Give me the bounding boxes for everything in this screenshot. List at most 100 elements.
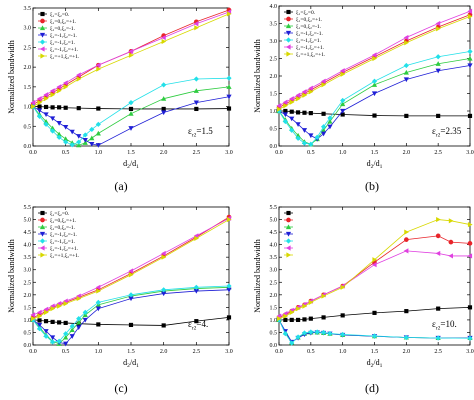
- x-tick-label: 3.0: [225, 150, 233, 156]
- y-tick-label: 3.5: [24, 255, 32, 261]
- y-tick-label: 3.0: [24, 26, 32, 32]
- marker-p1-s6-6: [321, 82, 327, 88]
- marker-p3-s5-9: [403, 248, 409, 254]
- marker-p3-s5-11: [448, 253, 453, 259]
- marker-p1-s6-8: [372, 55, 378, 62]
- marker-p1-s4-13: [467, 48, 473, 55]
- x-axis-title-mid: /d: [130, 358, 136, 367]
- marker-p3-s6-5: [308, 299, 314, 305]
- marker-p3-s6-8: [372, 257, 378, 263]
- marker-p0-s0-11: [226, 106, 232, 111]
- y-tick-label: 5.5: [270, 205, 278, 211]
- legend-label: ξ₁=+1,ξ₂=+1.: [50, 253, 80, 259]
- marker-p0-s4-2: [43, 121, 49, 127]
- marker-p1-s2-7: [320, 127, 327, 133]
- x-axis-title-main: d: [123, 358, 127, 367]
- marker-p1-s2-13: [467, 55, 473, 61]
- marker-p0-s3-6: [69, 129, 75, 135]
- y-tick-label: 5.5: [24, 205, 32, 211]
- legend-label: ξ₁=ξ₂=0.: [50, 211, 70, 217]
- marker-p2-s5-5: [63, 298, 68, 304]
- marker-p1-s2-legend: [285, 23, 292, 29]
- marker-p2-s6-2: [43, 309, 49, 315]
- marker-p1-s5-5: [308, 85, 313, 91]
- marker-p3-s4-11: [403, 334, 409, 341]
- epsilon-annotation: εr2=1.5: [188, 126, 213, 139]
- y-tick-label: 4.0: [270, 243, 278, 249]
- marker-p0-s4-8: [82, 132, 88, 138]
- marker-p2-s3-3: [50, 335, 56, 341]
- marker-p3-s6-2: [289, 309, 295, 315]
- marker-p1-s2-11: [403, 69, 409, 75]
- marker-p3-s5-legend: [285, 245, 291, 251]
- y-axis-title: Normalized bandwidth: [253, 39, 262, 113]
- marker-p1-s6-1: [283, 103, 288, 109]
- marker-p1-s5-legend: [285, 44, 291, 50]
- marker-p1-s4-11: [403, 62, 409, 69]
- marker-p0-s4-5: [63, 139, 69, 145]
- marker-p3-s6-legend: [286, 252, 292, 258]
- marker-p2-s5-8: [128, 268, 134, 274]
- marker-p1-s5-4: [301, 89, 307, 95]
- legend-label: ξ₁=-1,ξ₂=-1.: [296, 31, 323, 37]
- marker-p0-s1-legend: [40, 18, 45, 24]
- marker-p0-s0-7: [96, 106, 101, 111]
- marker-p0-s0-8: [128, 106, 134, 112]
- marker-p1-s5-8: [371, 52, 377, 58]
- marker-p0-s5-3: [50, 88, 55, 94]
- marker-p2-s3-11: [161, 291, 167, 297]
- epsilon-annotation: εr2=10.: [432, 319, 457, 332]
- y-tick-label: 3.0: [270, 268, 278, 274]
- marker-p2-s0-10: [194, 319, 199, 324]
- marker-p1-s5-10: [435, 20, 441, 27]
- legend-label: ξ₁=-1,ξ₂=+1.: [296, 45, 325, 51]
- marker-p2-s0-8: [128, 322, 134, 328]
- epsilon-subscript: r2: [192, 133, 197, 139]
- x-axis-title-sub1: 2: [127, 164, 130, 170]
- marker-p1-s3-13: [467, 63, 473, 69]
- marker-p2-s0-2: [43, 319, 49, 324]
- epsilon-value: =1.5: [196, 126, 213, 136]
- marker-p1-s5-9: [403, 34, 409, 41]
- x-tick-label: 0.0: [29, 349, 37, 355]
- marker-p1-s5-3: [295, 92, 301, 98]
- y-tick-label: 4.5: [24, 230, 32, 236]
- marker-p0-s3-13: [193, 100, 199, 106]
- marker-p0-s5-legend: [39, 46, 45, 52]
- marker-p2-s4-8: [82, 309, 88, 315]
- epsilon-symbol: ε: [188, 319, 192, 329]
- marker-p2-s3-legend: [39, 231, 46, 237]
- marker-p1-s0-legend: [286, 9, 291, 15]
- marker-p2-s3-2: [43, 329, 49, 334]
- marker-p0-s6-5: [63, 84, 69, 90]
- marker-p0-s4-10: [95, 121, 101, 127]
- y-tick-label: 0.5: [270, 330, 278, 336]
- y-tick-label: 1.0: [270, 109, 278, 115]
- y-tick-label: 1.0: [24, 318, 32, 324]
- marker-p3-s4-10: [371, 333, 378, 339]
- y-tick-label: 5.0: [270, 218, 278, 224]
- x-tick-label: 1.5: [371, 150, 379, 156]
- panel-label: (a): [114, 179, 127, 193]
- marker-p0-s4-13: [193, 76, 199, 82]
- marker-p3-s4-1: [282, 331, 288, 337]
- marker-p0-s4-11: [128, 100, 134, 106]
- marker-p0-s2-legend: [39, 25, 46, 31]
- legend-label: ξ₁=-1,ξ₂=1.: [296, 38, 322, 44]
- marker-p0-s4-legend: [39, 39, 46, 45]
- marker-p1-s4-12: [435, 54, 441, 60]
- marker-p1-s0-9: [404, 113, 409, 118]
- marker-p2-s4-9: [95, 299, 101, 305]
- marker-p2-s3-13: [226, 287, 232, 293]
- legend-label: ξ₁=+1,ξ₂=+1.: [50, 54, 80, 60]
- marker-p0-s2-9: [89, 135, 95, 141]
- marker-p1-s3-9: [340, 108, 346, 114]
- legend-label: ξ₁=0,ξ₂=-1.: [50, 225, 76, 231]
- series-line-p0-s2: [32, 86, 230, 146]
- marker-p3-s5-8: [371, 262, 377, 268]
- y-tick-label: 2.0: [270, 293, 278, 299]
- marker-p1-s3-legend: [285, 30, 292, 36]
- marker-p0-s4-6: [69, 142, 75, 148]
- x-axis-title-sub2: 1: [380, 164, 383, 170]
